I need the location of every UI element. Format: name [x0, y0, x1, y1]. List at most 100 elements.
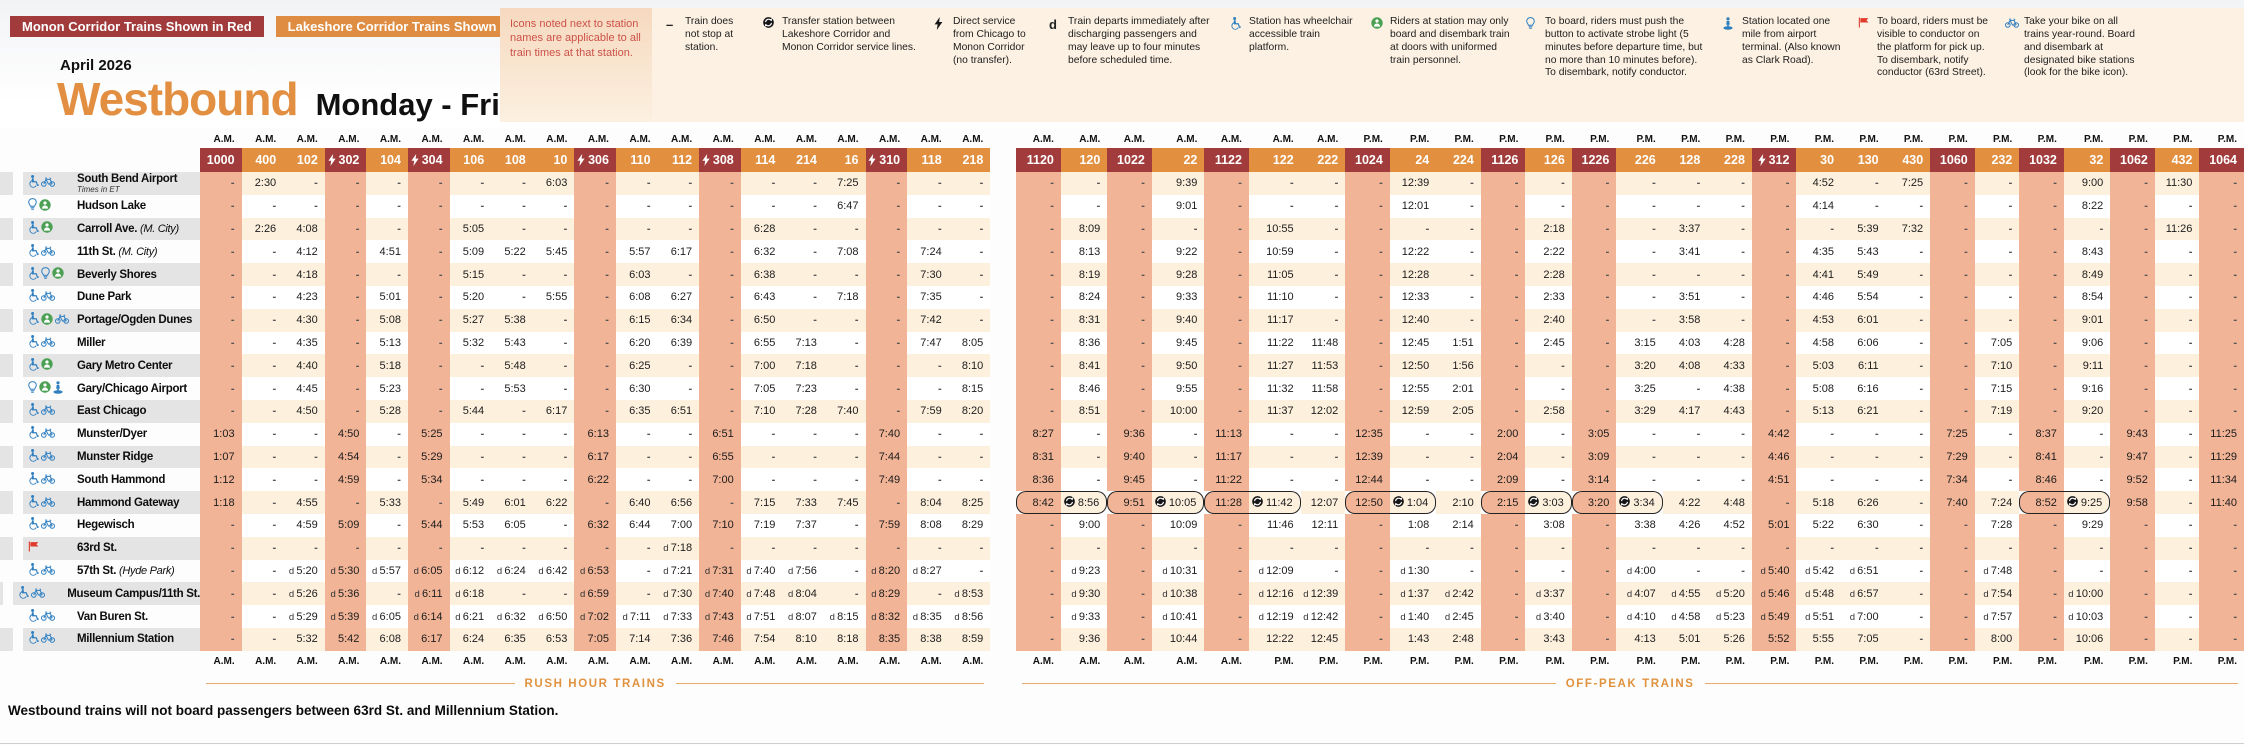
time-cell: - [2110, 240, 2155, 264]
station-row-57th-st-: 57th St. (Hyde Park) [0, 560, 200, 583]
station-row-hudson-lake: Hudson Lake [0, 195, 200, 218]
time-cell: d 6:53 [574, 559, 616, 583]
station-name: Millennium Station [77, 633, 174, 646]
bike-icon [41, 518, 55, 532]
time-cell: 6:15 [615, 308, 658, 332]
time-cell: 1:51 [1436, 331, 1481, 355]
time-cell: 3:09 [1571, 445, 1617, 469]
time-cell: - [1248, 536, 1301, 560]
time-cell: - [2110, 582, 2155, 606]
time-cell: - [1060, 468, 1108, 492]
time-cell: - [1345, 194, 1390, 218]
time-cell: 7:10 [699, 513, 741, 537]
time-cell: - [782, 285, 824, 309]
time-cell: d 7:30 [657, 582, 700, 606]
time-cell: - [1885, 468, 1931, 492]
time-cell: - [1016, 194, 1061, 218]
time-cell: 12:39 [1389, 172, 1437, 195]
time-cell: d 6:05 [366, 605, 408, 628]
station-row-munster-dyer: Munster/Dyer [0, 423, 200, 446]
time-cell: - [2019, 263, 2064, 286]
time-cell: 5:18 [1796, 491, 1842, 514]
time-cell: - [699, 194, 741, 218]
ampm-label: P.M. [2128, 133, 2148, 145]
time-cell: - [1796, 536, 1842, 560]
time-cell: 7:14 [615, 627, 658, 651]
time-cell: 9:11 [2063, 354, 2111, 378]
time-cell: - [1616, 285, 1663, 309]
time-cell: - [2199, 605, 2244, 628]
time-cell: - [1436, 536, 1481, 560]
time-cell: 4:08 [283, 217, 325, 241]
time-cell: - [1480, 240, 1526, 264]
wheelchair-icon [28, 631, 39, 647]
time-cell: - [1930, 263, 1975, 286]
wheelchair-icon [1230, 16, 1244, 80]
time-cell: 9:58 [2110, 491, 2155, 514]
time-cell: 8:20 [948, 399, 991, 423]
time-cell: 5:49 [449, 491, 492, 514]
time-cell: - [1248, 194, 1301, 218]
train-number-1022: 1022 [1107, 148, 1152, 172]
time-cell: - [1204, 285, 1249, 309]
time-cell: 11:29 [2199, 445, 2244, 469]
time-cell: - [1616, 172, 1663, 195]
time-cell: - [1151, 468, 1205, 492]
time-cell: 4:18 [283, 263, 325, 286]
time-cell: 1:12 [200, 468, 242, 492]
time-cell: - [1204, 308, 1249, 332]
time-cell: 10:00 [1151, 399, 1205, 423]
time-cell: 6:16 [1841, 377, 1886, 400]
time-cell: 5:52 [1751, 627, 1797, 651]
time-cell: 4:22 [1662, 491, 1708, 514]
time-cell: 6:08 [615, 285, 658, 309]
time-cell: - [1016, 331, 1061, 355]
time-cell: - [2019, 399, 2064, 423]
time-cell: 11:46 [1248, 513, 1301, 537]
time-cell: 4:30 [283, 308, 325, 332]
time-cell: 5:44 [449, 399, 492, 423]
station-name: Miller [77, 336, 106, 349]
time-cell: - [324, 354, 367, 378]
train-number-104: 104 [366, 148, 408, 172]
time-cell: - [1480, 285, 1526, 309]
bike-icon [41, 473, 55, 487]
time-cell: 7:47 [907, 331, 949, 355]
time-cell: - [699, 377, 741, 400]
time-cell: 11:42 [1248, 491, 1301, 514]
time-cell: - [241, 399, 284, 423]
time-cell: - [1151, 422, 1205, 446]
time-cell: - [1204, 377, 1249, 400]
time-cell: 6:03 [615, 263, 658, 286]
time-cell: - [1751, 399, 1797, 423]
time-cell: - [948, 285, 991, 309]
time-cell: - [823, 468, 866, 492]
train-number-226: 226 [1616, 148, 1663, 172]
time-cell: - [2199, 399, 2244, 423]
time-cell: 8:46 [1060, 377, 1108, 400]
time-cell: - [699, 354, 741, 378]
time-cell: - [782, 445, 824, 469]
time-cell: - [1930, 308, 1975, 332]
time-cell: - [1345, 240, 1390, 264]
time-cell: - [865, 399, 908, 423]
time-cell: - [2154, 491, 2200, 514]
time-cell: - [2019, 331, 2064, 355]
ampm-label: A.M. [546, 133, 568, 145]
time-cell: - [283, 172, 325, 195]
time-cell: d 5:40 [1751, 559, 1797, 583]
time-cell: - [1151, 445, 1205, 469]
group-gap [990, 354, 1016, 377]
time-cell: 6:39 [657, 331, 700, 355]
time-cell: - [324, 377, 367, 400]
time-cell: - [1345, 308, 1390, 332]
station-name: Beverly Shores [77, 268, 157, 281]
time-cell: - [2110, 559, 2155, 583]
transfer-icon [1392, 495, 1407, 510]
ampm-label: P.M. [2173, 656, 2193, 668]
legend-text: Station has wheelchair accessible train … [1249, 16, 1353, 53]
time-cell: - [1885, 399, 1931, 423]
time-cell: 2:05 [1436, 399, 1481, 423]
time-cell: d 5:51 [1796, 605, 1842, 628]
time-cell: 7:25 [1930, 422, 1975, 446]
